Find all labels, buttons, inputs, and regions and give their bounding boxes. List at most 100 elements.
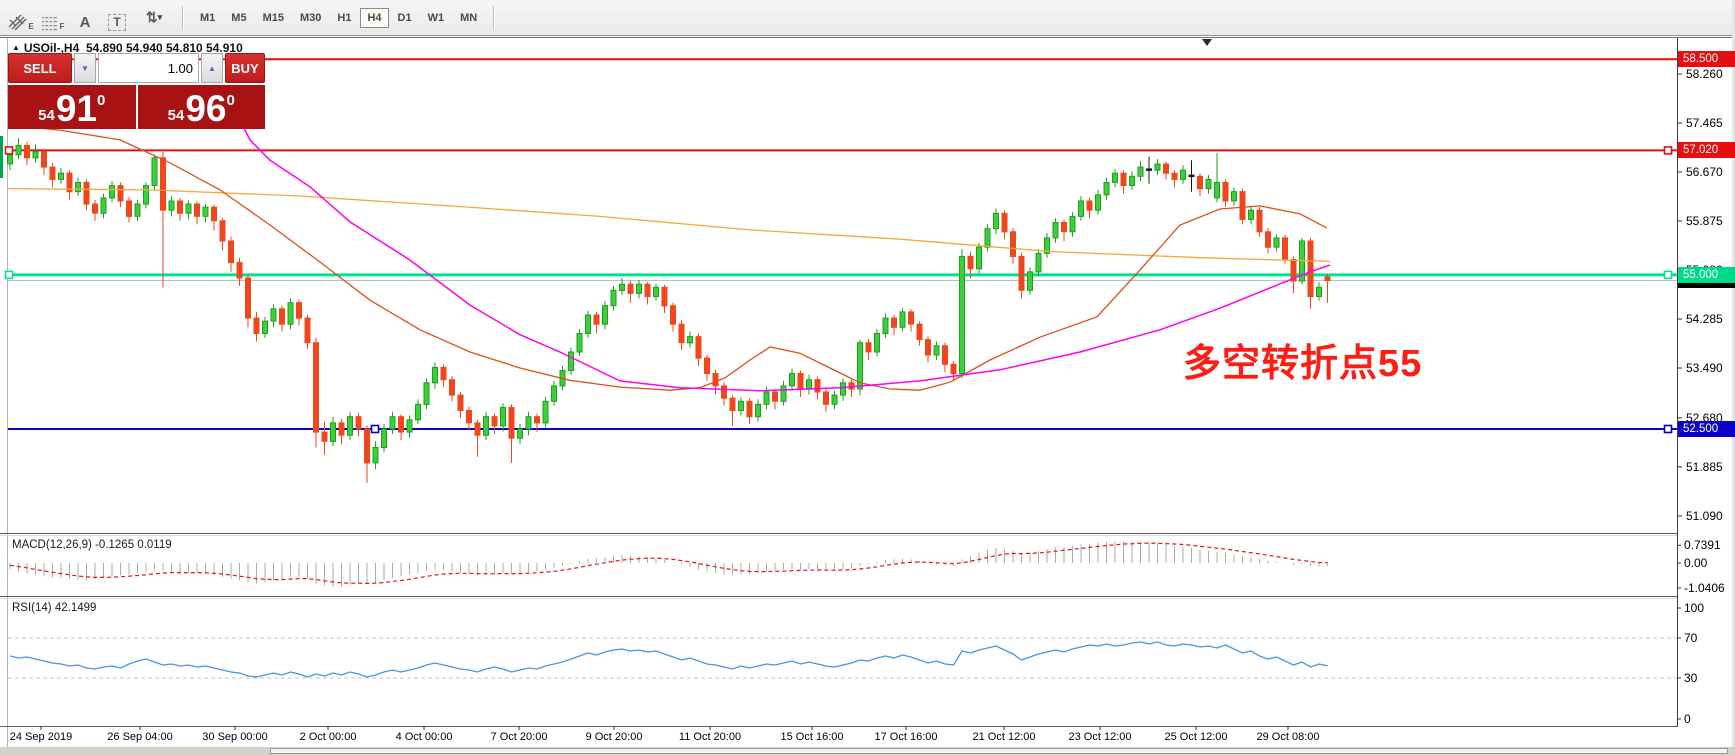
timeframe-w1-button[interactable]: W1 bbox=[427, 11, 445, 24]
buy-price-base: 54 bbox=[167, 107, 185, 124]
line-handle bbox=[1663, 146, 1673, 155]
macd-axis-label: 0.00 bbox=[1684, 556, 1708, 570]
date-axis-label: 11 Oct 20:00 bbox=[678, 731, 742, 743]
rsi-value: 42.1499 bbox=[54, 602, 97, 614]
candles bbox=[7, 138, 1331, 483]
timeframe-m30-button[interactable]: M30 bbox=[299, 11, 322, 24]
rsi-indicator-label: RSI(14) 42.1499 bbox=[12, 602, 96, 614]
price-tick-label: 51.885 bbox=[1686, 459, 1723, 474]
sell-price-display[interactable]: 54 91 0 bbox=[8, 85, 136, 129]
timeframe-h4-button[interactable]: H4 bbox=[360, 7, 389, 28]
line-handle bbox=[1663, 270, 1673, 280]
chart-ohlc-values: 54.890 54.940 54.810 54.910 bbox=[85, 41, 243, 55]
date-axis-label: 17 Oct 16:00 bbox=[874, 731, 938, 743]
sell-button[interactable]: SELL bbox=[8, 53, 72, 83]
chart-shift-marker bbox=[1202, 39, 1212, 46]
rsi-axis-label: 30 bbox=[1684, 671, 1698, 685]
sell-price-base: 54 bbox=[38, 107, 55, 124]
sell-price-point: 0 bbox=[97, 92, 106, 109]
date-axis-label: 2 Oct 00:00 bbox=[299, 731, 357, 743]
horizontal-scrollbar-thumb[interactable] bbox=[270, 748, 1728, 754]
price-axis-border bbox=[1677, 38, 1678, 727]
indicators-icon bbox=[8, 14, 27, 30]
date-axis-border bbox=[0, 726, 1677, 727]
macd-panel-divider[interactable] bbox=[0, 533, 1677, 534]
toolbar-separator bbox=[182, 5, 184, 30]
price-tick-label: 56.670 bbox=[1686, 164, 1723, 179]
chart-title: ▲ USOil-,H4 54.890 54.940 54.810 54.910 bbox=[12, 41, 243, 55]
buy-button[interactable]: BUY bbox=[225, 53, 265, 83]
date-axis-label: 4 Oct 00:00 bbox=[395, 731, 453, 743]
text-tool-glyph: A bbox=[79, 13, 91, 31]
rsi-axis-label: 0 bbox=[1684, 712, 1691, 726]
dropdown-caret-icon: ▾ bbox=[157, 12, 163, 22]
date-axis-label: 26 Sep 04:00 bbox=[107, 731, 173, 743]
date-axis-label: 15 Oct 16:00 bbox=[780, 731, 844, 743]
volume-increase-button[interactable]: ▲ bbox=[201, 53, 223, 83]
rsi-panel-divider-light bbox=[0, 598, 1677, 599]
macd-indicator-label: MACD(12,26,9) -0.1265 0.0119 bbox=[12, 539, 172, 551]
date-axis-label: 23 Oct 12:00 bbox=[1068, 731, 1132, 743]
timeframe-d1-button[interactable]: D1 bbox=[397, 11, 412, 24]
price-tick-label: 53.490 bbox=[1686, 360, 1723, 375]
macd-axis-label: 0.7391 bbox=[1684, 538, 1721, 553]
timeframe-m1-button[interactable]: M1 bbox=[200, 11, 216, 24]
price-tick-label: 54.285 bbox=[1686, 311, 1723, 326]
date-axis-label: 7 Oct 20:00 bbox=[490, 731, 548, 743]
indicators-tool-sub: E bbox=[28, 21, 34, 31]
line-handle bbox=[1663, 424, 1673, 434]
macd-values: -0.1265 0.0119 bbox=[95, 539, 172, 551]
arrange-windows-button[interactable]: ⇅ ▾ bbox=[134, 5, 174, 31]
arrange-icon: ⇅ bbox=[145, 9, 158, 25]
date-axis-label: 9 Oct 20:00 bbox=[585, 731, 643, 743]
buy-price-pips: 96 bbox=[185, 88, 227, 129]
chart-text-annotation[interactable]: 多空转折点55 bbox=[1183, 343, 1423, 385]
price-line-label: 57.020 bbox=[1678, 142, 1735, 159]
rsi-axis-label: 70 bbox=[1684, 631, 1698, 645]
toolbar-separator bbox=[493, 5, 496, 30]
line-handle bbox=[4, 146, 14, 155]
price-tick-label: 57.465 bbox=[1686, 115, 1723, 130]
buy-price-point: 0 bbox=[226, 92, 235, 109]
price-line-label: 52.500 bbox=[1678, 421, 1735, 438]
grid-tool-button[interactable]: F bbox=[38, 5, 68, 31]
rsi-name: RSI(14) bbox=[12, 602, 52, 614]
timeframe-m15-button[interactable]: M15 bbox=[262, 11, 284, 24]
rsi-line bbox=[9, 641, 1328, 678]
toolbar: E F A T ⇅ ▾ M1 M5 M15 M30 H1 H4 D1 W1 MN bbox=[0, 0, 1735, 36]
macd-series bbox=[9, 541, 1328, 587]
rsi-panel-divider[interactable] bbox=[0, 596, 1677, 597]
line-handle bbox=[4, 270, 14, 280]
buy-price-display[interactable]: 54 96 0 bbox=[137, 85, 265, 129]
volume-input[interactable] bbox=[98, 53, 199, 83]
volume-decrease-button[interactable]: ▼ bbox=[74, 53, 96, 83]
chart-window-border bbox=[0, 37, 1735, 38]
window-edge bbox=[1732, 0, 1735, 755]
date-axis-label: 30 Sep 00:00 bbox=[202, 731, 268, 743]
window-collapse-icon[interactable]: ▲ bbox=[12, 43, 20, 52]
chart-symbol-period: USOil-,H4 bbox=[23, 41, 80, 55]
grid-tool-sub: F bbox=[59, 21, 65, 31]
date-axis-label: 25 Oct 12:00 bbox=[1164, 731, 1228, 743]
chart-window-border bbox=[7, 38, 8, 748]
grid-icon bbox=[41, 15, 57, 31]
timeframe-m5-button[interactable]: M5 bbox=[231, 11, 247, 24]
sell-price-pips: 91 bbox=[55, 88, 97, 129]
price-line-label: 55.000 bbox=[1678, 266, 1735, 283]
price-tick-label: 51.090 bbox=[1686, 508, 1723, 523]
indicators-tool-button[interactable]: E bbox=[6, 5, 36, 31]
text-tool-button[interactable]: A bbox=[70, 5, 100, 31]
price-line-label: 58.500 bbox=[1678, 51, 1735, 68]
date-axis-label: 29 Oct 08:00 bbox=[1256, 731, 1320, 743]
date-axis-label: 24 Sep 2019 bbox=[9, 731, 73, 743]
text-label-glyph: T bbox=[108, 13, 126, 31]
line-handle bbox=[370, 424, 380, 434]
price-tick-label: 55.875 bbox=[1686, 213, 1723, 228]
timeframe-mn-button[interactable]: MN bbox=[460, 11, 478, 24]
date-axis-label: 21 Oct 12:00 bbox=[972, 731, 1036, 743]
text-label-tool-button[interactable]: T bbox=[102, 5, 132, 31]
rsi-axis-label: 100 bbox=[1684, 601, 1705, 615]
macd-axis-label: -1.0406 bbox=[1684, 580, 1725, 595]
timeframe-h1-button[interactable]: H1 bbox=[337, 11, 352, 24]
